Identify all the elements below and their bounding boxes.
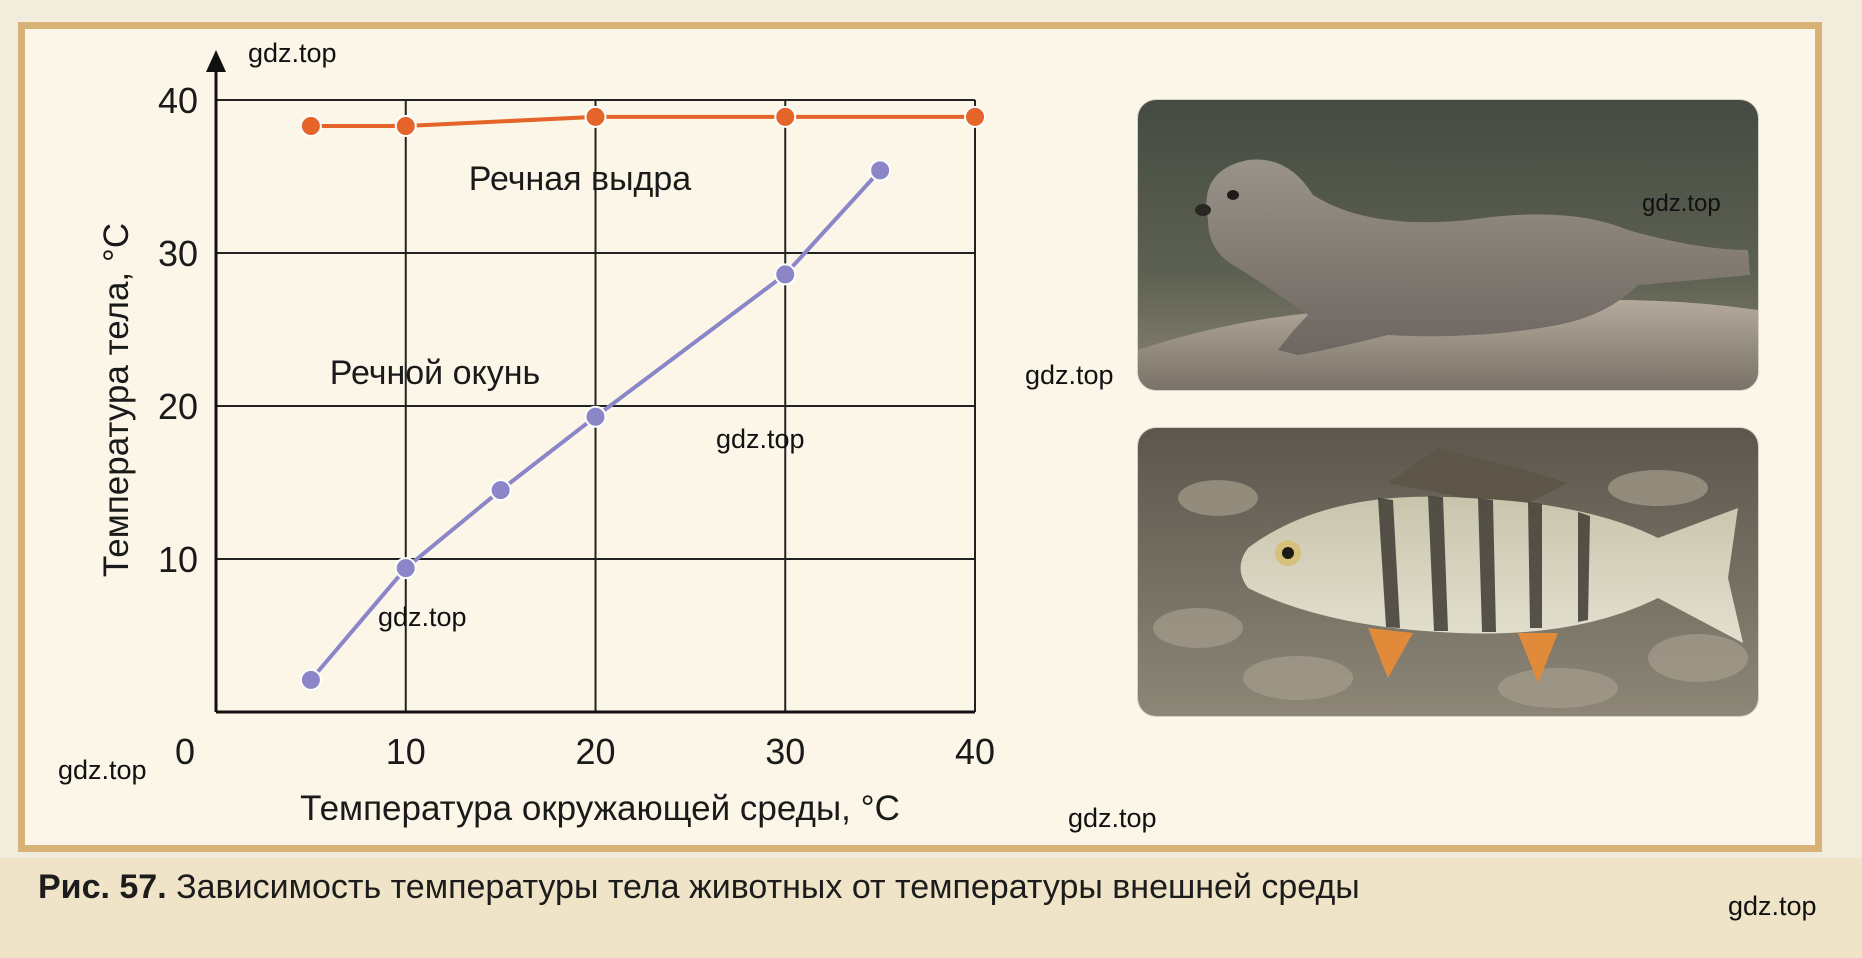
watermark: gdz.top — [1068, 803, 1157, 833]
series-label: Речной окунь — [330, 354, 540, 392]
data-point — [394, 115, 417, 138]
data-point — [299, 115, 322, 138]
otter-photo — [1138, 100, 1758, 390]
y-tick-label: 20 — [158, 386, 198, 427]
data-point — [774, 105, 797, 128]
y-axis-arrow — [206, 50, 226, 72]
x-tick-label: 30 — [765, 731, 805, 772]
data-point — [869, 159, 892, 182]
watermark: gdz.top — [1728, 891, 1817, 921]
data-point — [394, 557, 417, 580]
watermark: gdz.top — [716, 424, 805, 454]
watermark: gdz.top — [1642, 190, 1721, 217]
watermark: gdz.top — [58, 755, 147, 785]
caption-text: Зависимость температуры тела животных от… — [166, 868, 1360, 906]
caption-number: Рис. 57. — [38, 868, 167, 906]
data-point — [489, 479, 512, 502]
watermark: gdz.top — [378, 602, 467, 632]
x-tick-label: 20 — [575, 731, 615, 772]
x-tick-label: 10 — [386, 731, 426, 772]
data-point — [964, 105, 986, 128]
figure-caption: Рис. 57. Зависимость температуры тела жи… — [38, 868, 1360, 907]
y-tick-label: 40 — [158, 80, 198, 121]
x-tick-label: 0 — [175, 731, 195, 772]
caption-bar — [0, 858, 1862, 958]
data-point — [299, 668, 322, 691]
perch-photo — [1138, 428, 1758, 716]
data-point — [584, 405, 607, 428]
y-axis-title: Температура тела, °С — [97, 223, 136, 577]
y-tick-label: 30 — [158, 233, 198, 274]
x-tick-label: 40 — [955, 731, 995, 772]
watermark: gdz.top — [248, 38, 337, 68]
series-label: Речная выдра — [469, 160, 691, 198]
otter-image — [1138, 100, 1758, 390]
data-point — [774, 263, 797, 286]
series-line — [309, 169, 882, 682]
x-axis-title: Температура окружающей среды, °С — [300, 789, 900, 828]
watermark: gdz.top — [1025, 360, 1114, 390]
perch-image — [1138, 428, 1758, 716]
data-point — [584, 105, 607, 128]
y-tick-label: 10 — [158, 539, 198, 580]
